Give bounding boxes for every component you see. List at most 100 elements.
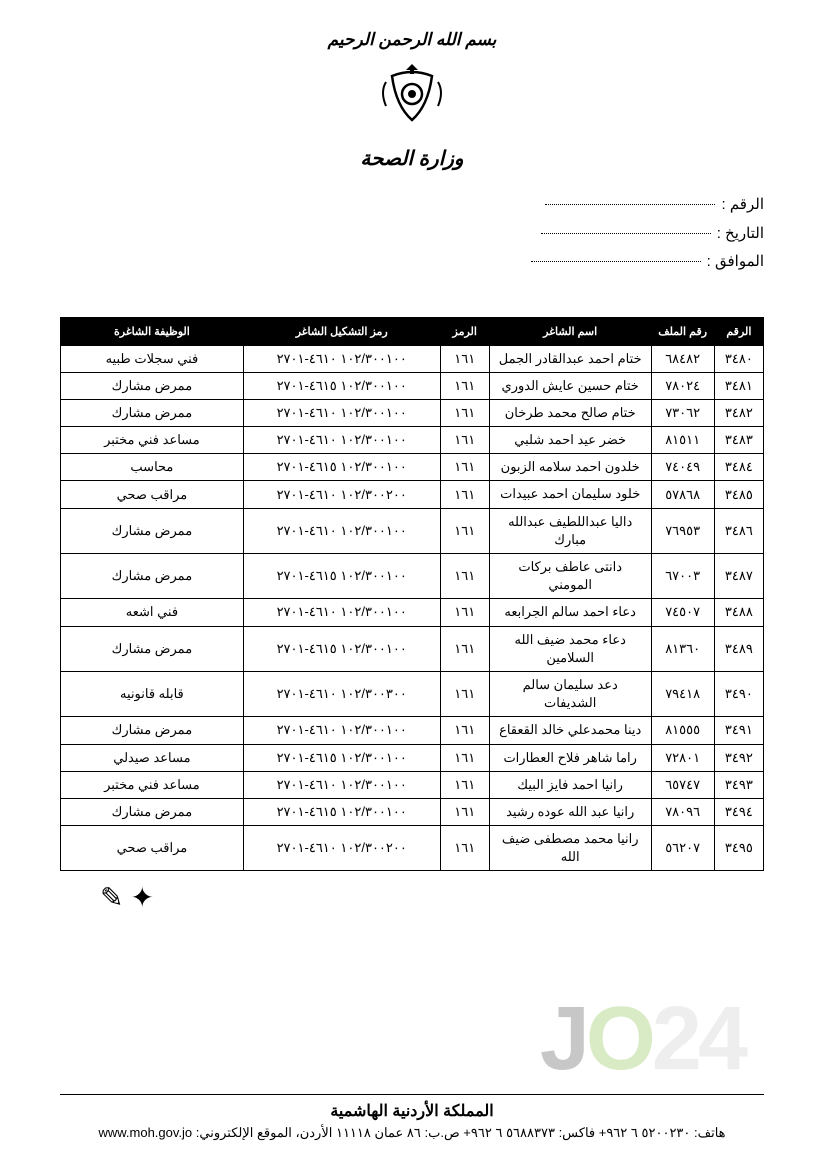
cell-c1: ١٦١: [440, 427, 489, 454]
cell-seq: ٣٤٨٧: [714, 554, 763, 599]
label-date: التاريخ :: [717, 220, 764, 249]
cell-name: ختام حسين عايش الدوري: [489, 372, 651, 399]
cell-c1: ١٦١: [440, 744, 489, 771]
cell-job: ممرض مشارك: [61, 372, 244, 399]
cell-job: مساعد فني مختبر: [61, 427, 244, 454]
cell-c1: ١٦١: [440, 399, 489, 426]
cell-id: ٧٤٥٠٧: [651, 599, 714, 626]
cell-job: مساعد فني مختبر: [61, 771, 244, 798]
cell-seq: ٣٤٩٢: [714, 744, 763, 771]
cell-job: ممرض مشارك: [61, 508, 244, 553]
cell-seq: ٣٤٨٩: [714, 626, 763, 671]
cell-seq: ٣٤٩٠: [714, 671, 763, 716]
cell-seq: ٣٤٩٣: [714, 771, 763, 798]
dots: [545, 191, 715, 205]
watermark: JO24: [540, 988, 744, 1091]
cell-c1: ١٦١: [440, 717, 489, 744]
cell-c2: ١٠٢/٣٠٠١٠٠ ٤٦١٥-٢٧٠١: [243, 626, 440, 671]
cell-name: رانيا احمد فايز البيك: [489, 771, 651, 798]
cell-c1: ١٦١: [440, 599, 489, 626]
meta-date: التاريخ :: [60, 220, 764, 249]
table-row: ٣٤٨٤٧٤٠٤٩خلدون احمد سلامه الزبون١٦١١٠٢/٣…: [61, 454, 764, 481]
cell-c1: ١٦١: [440, 826, 489, 871]
header: بسم الله الرحمن الرحيم وزارة الصحة: [60, 30, 764, 171]
meta-corresponding: الموافق :: [60, 248, 764, 277]
cell-job: ممرض مشارك: [61, 399, 244, 426]
cell-name: دينا محمدعلي خالد القعقاع: [489, 717, 651, 744]
cell-c1: ١٦١: [440, 345, 489, 372]
cell-seq: ٣٤٩٥: [714, 826, 763, 871]
table-row: ٣٤٩٢٧٢٨٠١راما شاهر فلاح العطارات١٦١١٠٢/٣…: [61, 744, 764, 771]
cell-c1: ١٦١: [440, 771, 489, 798]
cell-seq: ٣٤٨٢: [714, 399, 763, 426]
cell-c1: ١٦١: [440, 481, 489, 508]
cell-c2: ١٠٢/٣٠٠١٠٠ ٤٦١٥-٢٧٠١: [243, 744, 440, 771]
table-row: ٣٤٩٠٧٩٤١٨دعد سليمان سالم الشديفات١٦١١٠٢/…: [61, 671, 764, 716]
cell-id: ٧٩٤١٨: [651, 671, 714, 716]
national-emblem: [372, 58, 452, 138]
cell-name: خلدون احمد سلامه الزبون: [489, 454, 651, 481]
dots: [531, 248, 701, 262]
cell-id: ٨١٥٥٥: [651, 717, 714, 744]
cell-c1: ١٦١: [440, 454, 489, 481]
cell-id: ٨١٥١١: [651, 427, 714, 454]
cell-c1: ١٦١: [440, 671, 489, 716]
cell-id: ٥٧٨٦٨: [651, 481, 714, 508]
cell-c2: ١٠٢/٣٠٠٣٠٠ ٤٦١٠-٢٧٠١: [243, 671, 440, 716]
cell-c2: ١٠٢/٣٠٠١٠٠ ٤٦١٠-٢٧٠١: [243, 599, 440, 626]
cell-job: ممرض مشارك: [61, 626, 244, 671]
cell-c2: ١٠٢/٣٠٠١٠٠ ٤٦١٠-٢٧٠١: [243, 771, 440, 798]
cell-c2: ١٠٢/٣٠٠١٠٠ ٤٦١٥-٢٧٠١: [243, 454, 440, 481]
cell-id: ٧٤٠٤٩: [651, 454, 714, 481]
cell-c2: ١٠٢/٣٠٠١٠٠ ٤٦١٠-٢٧٠١: [243, 427, 440, 454]
cell-seq: ٣٤٨٣: [714, 427, 763, 454]
cell-name: خلود سليمان احمد عبيدات: [489, 481, 651, 508]
th-c1: الرمز: [440, 317, 489, 345]
table-row: ٣٤٨٧٦٧٠٠٣دانتى عاطف بركات المومني١٦١١٠٢/…: [61, 554, 764, 599]
table-row: ٣٤٨٦٧٦٩٥٣داليا عبداللطيف عبدالله مبارك١٦…: [61, 508, 764, 553]
document-page: بسم الله الرحمن الرحيم وزارة الصحة الرقم…: [0, 0, 824, 1171]
table-row: ٣٤٩٣٦٥٧٤٧رانيا احمد فايز البيك١٦١١٠٢/٣٠٠…: [61, 771, 764, 798]
cell-seq: ٣٤٩١: [714, 717, 763, 744]
cell-c1: ١٦١: [440, 372, 489, 399]
th-seq: الرقم: [714, 317, 763, 345]
cell-seq: ٣٤٨١: [714, 372, 763, 399]
cell-id: ٦٥٧٤٧: [651, 771, 714, 798]
table-row: ٣٤٩١٨١٥٥٥دينا محمدعلي خالد القعقاع١٦١١٠٢…: [61, 717, 764, 744]
cell-c2: ١٠٢/٣٠٠٢٠٠ ٤٦١٠-٢٧٠١: [243, 481, 440, 508]
cell-id: ٨١٣٦٠: [651, 626, 714, 671]
cell-c2: ١٠٢/٣٠٠١٠٠ ٤٦١٥-٢٧٠١: [243, 798, 440, 825]
cell-seq: ٣٤٩٤: [714, 798, 763, 825]
cell-name: راما شاهر فلاح العطارات: [489, 744, 651, 771]
cell-seq: ٣٤٨٠: [714, 345, 763, 372]
cell-id: ٥٦٢٠٧: [651, 826, 714, 871]
cell-id: ٧٢٨٠١: [651, 744, 714, 771]
cell-job: فني سجلات طبيه: [61, 345, 244, 372]
footer-contact: هاتف: ٥٢٠٠٢٣٠ ٦ ٩٦٢+ فاكس: ٥٦٨٨٣٧٣ ٦ ٩٦٢…: [60, 1125, 764, 1141]
cell-name: رانيا محمد مصطفى ضيف الله: [489, 826, 651, 871]
table-row: ٣٤٩٥٥٦٢٠٧رانيا محمد مصطفى ضيف الله١٦١١٠٢…: [61, 826, 764, 871]
ministry-name: وزارة الصحة: [60, 146, 764, 171]
cell-job: قابله قانونيه: [61, 671, 244, 716]
cell-seq: ٣٤٨٥: [714, 481, 763, 508]
table-row: ٣٤٨١٧٨٠٢٤ختام حسين عايش الدوري١٦١١٠٢/٣٠٠…: [61, 372, 764, 399]
cell-seq: ٣٤٨٨: [714, 599, 763, 626]
footer-kingdom: المملكة الأردنية الهاشمية: [60, 1101, 764, 1121]
cell-c2: ١٠٢/٣٠٠١٠٠ ٤٦١٠-٢٧٠١: [243, 345, 440, 372]
cell-c1: ١٦١: [440, 554, 489, 599]
cell-c2: ١٠٢/٣٠٠١٠٠ ٤٦١٥-٢٧٠١: [243, 372, 440, 399]
footer: المملكة الأردنية الهاشمية هاتف: ٥٢٠٠٢٣٠ …: [60, 1094, 764, 1141]
cell-c2: ١٠٢/٣٠٠١٠٠ ٤٦١٠-٢٧٠١: [243, 399, 440, 426]
cell-name: دعاء احمد سالم الجرابعه: [489, 599, 651, 626]
cell-seq: ٣٤٨٤: [714, 454, 763, 481]
cell-job: ممرض مشارك: [61, 554, 244, 599]
cell-c2: ١٠٢/٣٠٠١٠٠ ٤٦١٠-٢٧٠١: [243, 717, 440, 744]
bismillah: بسم الله الرحمن الرحيم: [60, 30, 764, 50]
cell-job: ممرض مشارك: [61, 717, 244, 744]
table-row: ٣٤٨٠٦٨٤٨٢ختام احمد عبدالقادر الجمل١٦١١٠٢…: [61, 345, 764, 372]
label-number: الرقم :: [721, 191, 764, 220]
cell-c1: ١٦١: [440, 798, 489, 825]
table-row: ٣٤٩٤٧٨٠٩٦رانيا عبد الله عوده رشيد١٦١١٠٢/…: [61, 798, 764, 825]
label-corresponding: الموافق :: [707, 248, 764, 277]
cell-c1: ١٦١: [440, 626, 489, 671]
